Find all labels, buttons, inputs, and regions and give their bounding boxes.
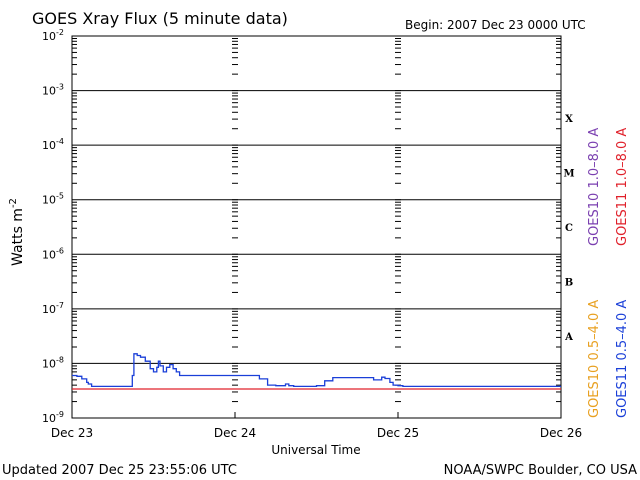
flare-class-labels: X M C B A xyxy=(563,114,574,343)
y-axis-title-main: Watts m xyxy=(10,208,26,266)
y-tick-label: 10-6 xyxy=(42,246,64,261)
y-tick-base: 10 xyxy=(42,30,56,43)
y-tick-exp: -3 xyxy=(56,83,64,92)
legend-label: GOES11 0.5–4.0 A xyxy=(615,300,630,418)
legend-entry: GOES10 1.0–8.0 A xyxy=(587,128,602,246)
legend-label: GOES11 1.0–8.0 A xyxy=(615,128,630,246)
x-tick-labels: Dec 23 Dec 24 Dec 25 Dec 26 xyxy=(51,426,582,440)
y-tick-exp: -9 xyxy=(56,410,64,419)
begin-label: Begin: 2007 Dec 23 0000 UTC xyxy=(405,18,586,32)
y-tick-base: 10 xyxy=(42,357,56,370)
plot-grid xyxy=(72,90,561,364)
x-tick-label: Dec 26 xyxy=(540,426,582,440)
y-axis-title: Watts m-2 xyxy=(8,198,26,266)
y-tick-label: 10-4 xyxy=(42,137,64,152)
x-tick-label: Dec 24 xyxy=(214,426,256,440)
y-tick-base: 10 xyxy=(42,412,56,425)
y-tick-base: 10 xyxy=(42,248,56,261)
y-tick-base: 10 xyxy=(42,303,56,316)
flare-class-label: X xyxy=(565,114,573,125)
x-tick-label: Dec 23 xyxy=(51,426,93,440)
y-tick-label: 10-3 xyxy=(42,83,64,98)
y-tick-label: 10-9 xyxy=(42,410,64,425)
plot-frame xyxy=(71,35,562,419)
y-tick-label: 10-5 xyxy=(42,192,64,207)
flare-class-label: B xyxy=(565,278,573,289)
updated-text: Updated 2007 Dec 25 23:55:06 UTC xyxy=(2,463,237,478)
y-tick-exp: -4 xyxy=(56,137,64,146)
flare-class-label: A xyxy=(564,332,573,343)
y-tick-base: 10 xyxy=(42,85,56,98)
y-tick-base: 10 xyxy=(42,139,56,152)
y-tick-label: 10-7 xyxy=(42,301,64,316)
y-tick-base: 10 xyxy=(42,194,56,207)
x-axis-title: Universal Time xyxy=(271,443,360,457)
y-minor-ticks xyxy=(72,37,561,403)
y-tick-exp: -2 xyxy=(56,28,64,37)
series-layer xyxy=(72,353,561,390)
legend-entry: GOES11 1.0–8.0 A xyxy=(615,128,630,246)
y-tick-exp: -7 xyxy=(56,301,64,310)
y-tick-label: 10-8 xyxy=(42,355,64,370)
legend: GOES10 1.0–8.0 A GOES11 1.0–8.0 A GOES10 0… xyxy=(587,128,630,418)
flare-class-label: C xyxy=(565,223,573,234)
y-tick-exp: -8 xyxy=(56,355,64,364)
chart-title: GOES Xray Flux (5 minute data) xyxy=(32,9,288,28)
y-axis-title-exp: -2 xyxy=(8,198,19,208)
legend-label: GOES10 1.0–8.0 A xyxy=(587,128,602,246)
flare-class-label: M xyxy=(563,168,574,179)
legend-entry: GOES10 0.5–4.0 A xyxy=(587,300,602,418)
y-tick-exp: -6 xyxy=(56,246,64,255)
x-tick-label: Dec 25 xyxy=(377,426,419,440)
legend-label: GOES10 0.5–4.0 A xyxy=(587,300,602,418)
y-tick-exp: -5 xyxy=(56,192,64,201)
day-boundary-ticks xyxy=(232,37,401,419)
series-line-0 xyxy=(72,353,561,388)
y-tick-labels: 10-210-310-410-510-610-710-810-9 xyxy=(42,28,64,425)
source-text: NOAA/SWPC Boulder, CO USA xyxy=(444,463,637,478)
y-tick-label: 10-2 xyxy=(42,28,64,43)
legend-entry: GOES11 0.5–4.0 A xyxy=(615,300,630,418)
